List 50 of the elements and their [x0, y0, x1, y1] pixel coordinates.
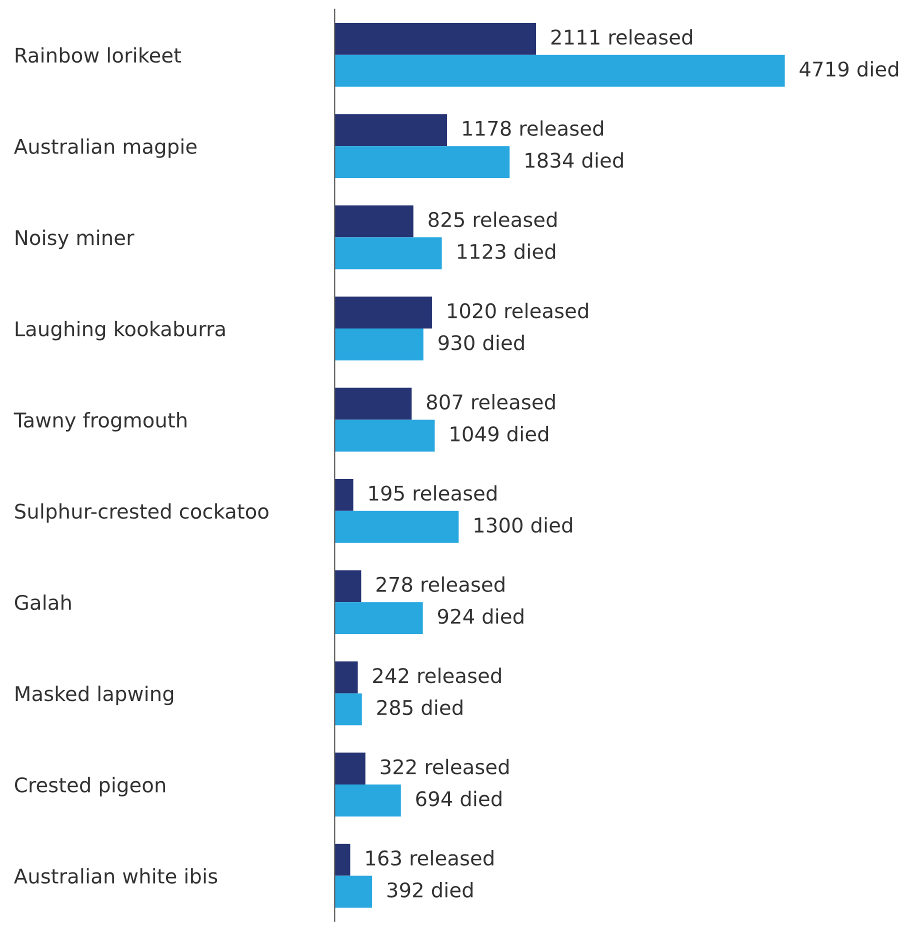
bar	[334, 22, 536, 55]
bar	[334, 420, 435, 452]
bar	[334, 296, 432, 328]
y-tick-label: Masked lapwing	[16, 686, 174, 706]
bar	[334, 328, 424, 360]
data-label: 392 died	[388, 882, 473, 898]
y-tick-label: Noisy miner	[16, 230, 134, 250]
data-label: 1834 died	[526, 152, 623, 168]
bar	[334, 146, 510, 178]
bar	[334, 237, 442, 270]
data-label: 278 released	[376, 576, 504, 592]
data-label: 285 died	[377, 700, 462, 716]
bar	[334, 693, 362, 726]
bar	[334, 510, 459, 543]
bar	[334, 570, 362, 602]
bar	[334, 602, 423, 634]
bar	[334, 205, 414, 238]
data-label: 924 died	[438, 608, 524, 624]
y-tick-label: Tawny frogmouth	[14, 412, 186, 432]
y-tick-label: Crested pigeon	[14, 776, 166, 796]
bar	[334, 661, 358, 694]
data-label: 807 released	[426, 394, 555, 410]
data-label: 1049 died	[450, 426, 548, 442]
data-label: 825 released	[428, 212, 556, 228]
data-label: 1300 died	[474, 517, 572, 533]
bar	[334, 54, 785, 87]
data-label: 1020 released	[448, 302, 588, 318]
bar	[334, 388, 412, 420]
y-tick-label: Australian white ibis	[14, 868, 218, 884]
bar	[334, 784, 401, 816]
y-tick-label: Galah	[14, 594, 71, 610]
data-label: 1123 died	[458, 244, 556, 260]
y-tick-label: Laughing kookaburra	[16, 320, 225, 340]
data-label: 4719 died	[800, 61, 898, 77]
data-label: 322 released	[380, 758, 509, 774]
data-label: 195 released	[369, 485, 496, 501]
data-label: 930 died	[438, 334, 524, 350]
bar	[334, 876, 372, 908]
bar	[334, 478, 354, 511]
bar	[334, 844, 350, 876]
data-label: 694 died	[416, 790, 502, 806]
y-tick-label: Rainbow lorikeet	[16, 47, 181, 63]
data-label: 163 released	[366, 850, 494, 866]
bar	[334, 752, 366, 785]
y-tick-label: Sulphur-crested cockatoo	[15, 503, 268, 523]
y-tick-label: Australian magpie	[14, 138, 197, 158]
data-label: 2111 released	[551, 29, 692, 45]
bar	[334, 114, 448, 146]
data-label: 1178 released	[463, 120, 603, 136]
data-label: 242 released	[373, 668, 501, 684]
